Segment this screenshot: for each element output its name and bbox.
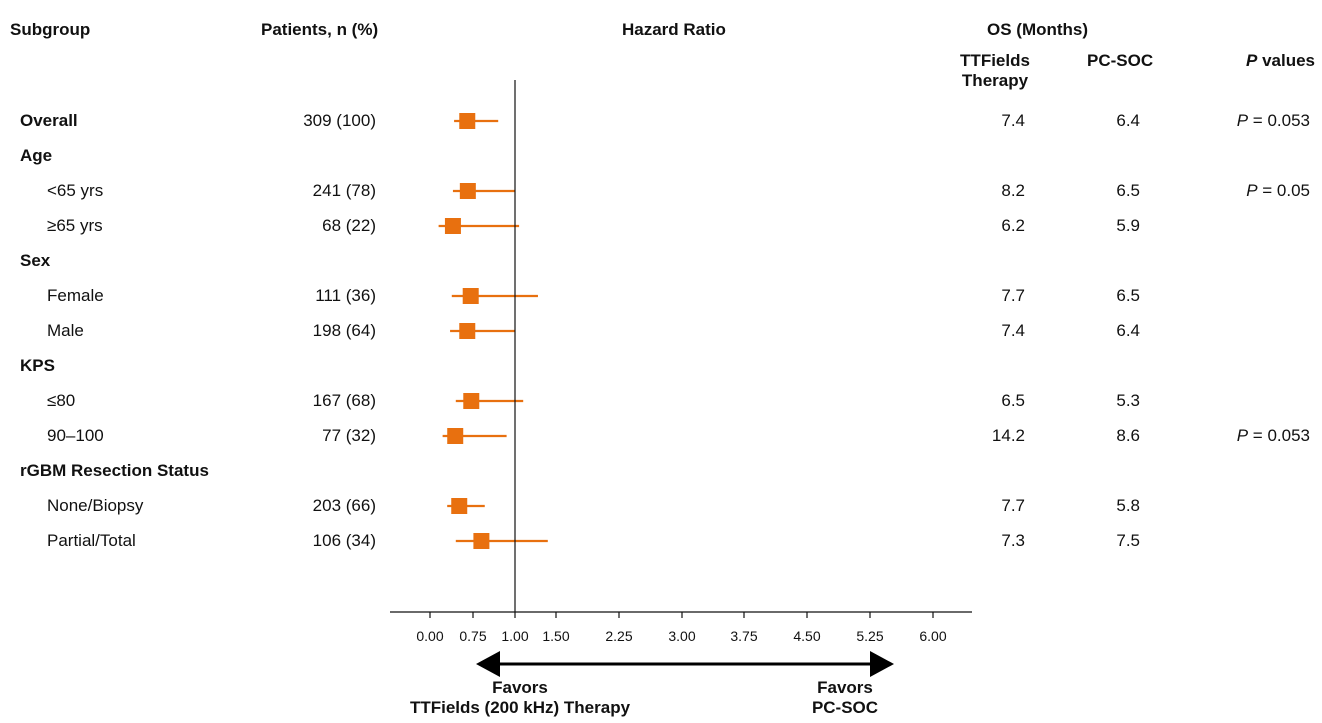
subgroup-label: Overall: [20, 111, 78, 130]
os-pcsoc-value: 8.6: [1116, 426, 1140, 445]
favors-right-label: Favors PC-SOC: [780, 678, 910, 718]
favors-left-line1: Favors: [492, 678, 548, 697]
hr-marker: [444, 218, 461, 234]
os-pcsoc-value: 6.4: [1116, 321, 1140, 340]
header-ttfields-line1: TTFields: [960, 51, 1030, 70]
patients-count: 198 (64): [312, 321, 376, 340]
p-value-italic: P: [1236, 426, 1249, 445]
os-ttfields-value: 7.7: [1001, 286, 1025, 305]
favors-right-line1: Favors: [817, 678, 873, 697]
os-ttfields-value: 7.4: [1001, 111, 1025, 130]
p-value-italic: P: [1236, 111, 1249, 130]
p-value-italic: P: [1246, 181, 1258, 200]
hr-marker: [462, 288, 479, 304]
hr-marker: [451, 498, 468, 514]
group-header-label: rGBM Resection Status: [20, 461, 209, 480]
subgroup-label: ≤80: [47, 391, 76, 410]
subgroup-label: ≥65 yrs: [47, 216, 103, 235]
os-pcsoc-value: 6.5: [1116, 181, 1140, 200]
header-hazard-ratio: Hazard Ratio: [622, 20, 726, 39]
favors-left-label: Favors TTFields (200 kHz) Therapy: [400, 678, 640, 718]
os-pcsoc-value: 7.5: [1116, 531, 1140, 550]
header-subgroup: Subgroup: [10, 20, 91, 39]
x-tick-label: 1.50: [542, 628, 569, 644]
patients-count: 167 (68): [312, 391, 376, 410]
os-ttfields-value: 14.2: [991, 426, 1025, 445]
favors-left-line2: TTFields (200 kHz) Therapy: [409, 698, 631, 717]
header-p-rest: values: [1257, 51, 1315, 70]
patients-count: 68 (22): [322, 216, 376, 235]
x-tick-label: 1.00: [501, 628, 528, 644]
hr-marker: [459, 183, 476, 199]
header-ttfields-line2: Therapy: [961, 71, 1029, 90]
hr-marker: [459, 323, 476, 339]
x-tick-label: 3.00: [668, 628, 695, 644]
group-header-label: Sex: [20, 251, 51, 270]
p-value: P = 0.05: [1200, 181, 1310, 201]
patients-count: 241 (78): [312, 181, 376, 200]
x-tick-label: 0.75: [459, 628, 486, 644]
subgroup-label: None/Biopsy: [47, 496, 144, 515]
p-value-text: = 0.053: [1248, 111, 1310, 130]
os-ttfields-value: 6.2: [1001, 216, 1025, 235]
p-value-text: = 0.05: [1257, 181, 1310, 200]
subgroup-label: Male: [47, 321, 84, 340]
os-pcsoc-value: 5.8: [1116, 496, 1140, 515]
header-pcsoc: PC-SOC: [1087, 51, 1154, 70]
os-ttfields-value: 8.2: [1001, 181, 1025, 200]
x-tick-label: 4.50: [793, 628, 820, 644]
patients-count: 203 (66): [312, 496, 376, 515]
hr-marker: [473, 533, 490, 549]
header-ttfields: TTFields Therapy: [960, 51, 1030, 91]
header-p-italic: P: [1246, 51, 1258, 70]
favors-arrow-left-head: [476, 651, 500, 677]
hr-marker: [463, 393, 480, 409]
x-tick-label: 6.00: [919, 628, 946, 644]
os-pcsoc-value: 6.4: [1116, 111, 1140, 130]
patients-count: 77 (32): [322, 426, 376, 445]
os-ttfields-value: 7.4: [1001, 321, 1025, 340]
x-tick-label: 2.25: [605, 628, 632, 644]
os-pcsoc-value: 5.9: [1116, 216, 1140, 235]
p-value-text: = 0.053: [1248, 426, 1310, 445]
favors-right-line2: PC-SOC: [811, 698, 879, 717]
header-os: OS (Months): [987, 20, 1089, 39]
subgroup-label: Partial/Total: [47, 531, 136, 550]
hr-marker: [459, 113, 476, 129]
os-pcsoc-value: 5.3: [1116, 391, 1140, 410]
hr-marker: [447, 428, 464, 444]
os-ttfields-value: 6.5: [1001, 391, 1025, 410]
p-value: P = 0.053: [1200, 426, 1310, 446]
group-header-label: KPS: [20, 356, 55, 375]
os-ttfields-value: 7.7: [1001, 496, 1025, 515]
patients-count: 309 (100): [303, 111, 376, 130]
subgroup-label: Female: [47, 286, 104, 305]
patients-count: 111 (36): [315, 286, 376, 305]
subgroup-label: 90–100: [47, 426, 104, 445]
x-tick-label: 0.00: [416, 628, 443, 644]
header-p-values: P values: [1246, 51, 1315, 71]
os-ttfields-value: 7.3: [1001, 531, 1025, 550]
x-tick-label: 5.25: [856, 628, 883, 644]
p-value: P = 0.053: [1200, 111, 1310, 131]
favors-arrow-right-head: [870, 651, 894, 677]
subgroup-label: <65 yrs: [47, 181, 104, 200]
x-tick-label: 3.75: [730, 628, 757, 644]
header-patients: Patients, n (%): [261, 20, 379, 39]
patients-count: 106 (34): [312, 531, 376, 550]
os-pcsoc-value: 6.5: [1116, 286, 1140, 305]
group-header-label: Age: [20, 146, 53, 165]
